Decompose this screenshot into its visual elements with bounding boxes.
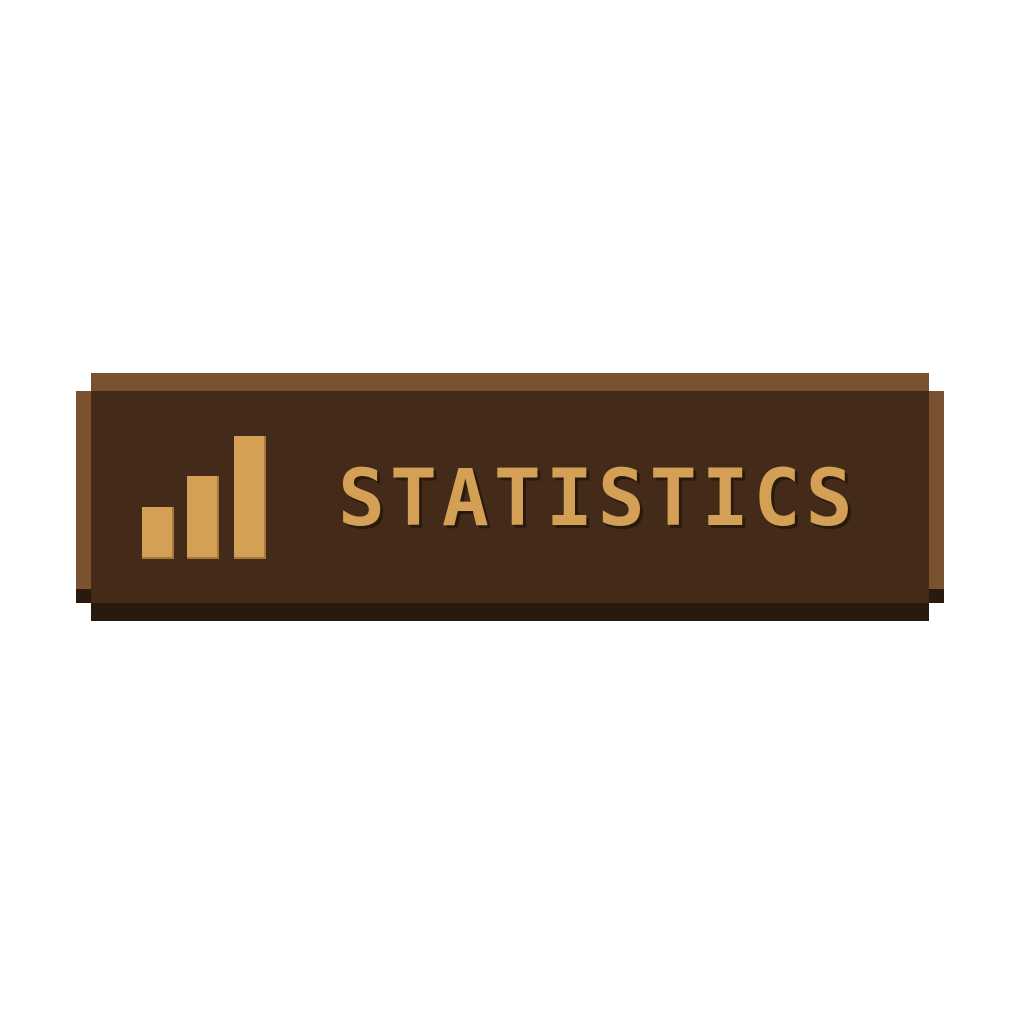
bar-chart-icon-bar-medium <box>187 476 219 559</box>
button-right-edge <box>929 391 944 589</box>
button-face <box>91 391 929 603</box>
bar-chart-icon-bar-tall <box>234 436 266 559</box>
bar-chart-icon <box>142 436 268 559</box>
button-right-shadow <box>929 589 944 603</box>
statistics-button-label: STATISTICS <box>338 454 858 544</box>
statistics-button[interactable]: STATISTICS <box>76 373 944 621</box>
button-left-shadow <box>76 589 91 603</box>
button-bottom-shadow <box>91 603 929 621</box>
button-left-edge <box>76 391 91 589</box>
button-top-edge <box>91 373 929 391</box>
bar-chart-icon-bar-short <box>142 507 174 559</box>
